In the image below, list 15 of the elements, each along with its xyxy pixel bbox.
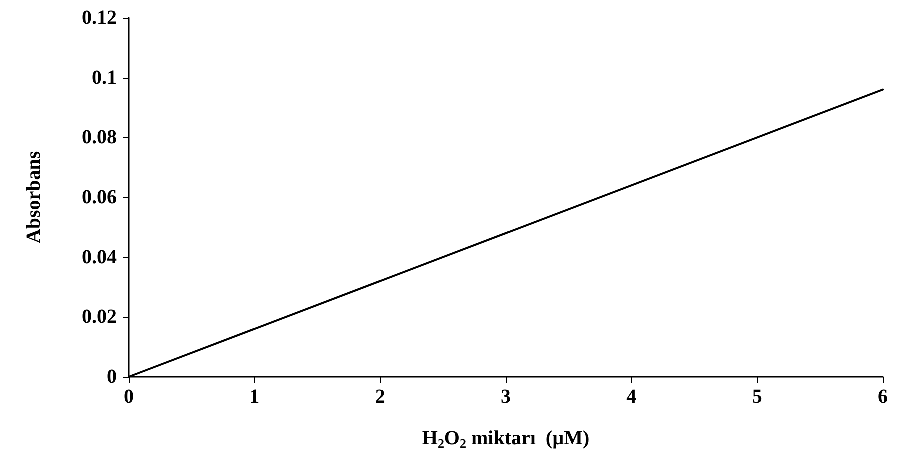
y-tick-label: 0.12 (82, 7, 117, 29)
y-tick-label: 0.1 (92, 66, 117, 89)
y-tick-label: 0.08 (82, 126, 117, 149)
y-axis-title: Absorbans (23, 151, 45, 244)
y-tick-label: 0.06 (82, 186, 117, 208)
x-tick-label: 4 (626, 386, 637, 408)
x-tick-label: 3 (501, 386, 511, 408)
y-tick-label: 0.04 (82, 246, 117, 268)
y-tick-label: 0.02 (82, 306, 117, 328)
x-tick-label: 2 (375, 386, 386, 408)
x-tick-label: 5 (752, 386, 762, 408)
x-tick-label: 1 (250, 386, 260, 408)
y-tick-label: 0 (107, 366, 117, 388)
x-tick-label: 0 (124, 386, 134, 408)
x-tick-label: 6 (878, 386, 888, 408)
